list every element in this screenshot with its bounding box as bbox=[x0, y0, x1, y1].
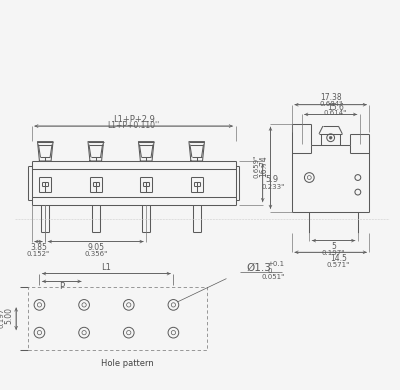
Text: L1+P+2.9: L1+P+2.9 bbox=[113, 115, 154, 124]
Text: 0.233": 0.233" bbox=[262, 184, 285, 190]
Text: 0.051": 0.051" bbox=[262, 273, 285, 280]
Text: 16.74: 16.74 bbox=[259, 155, 268, 177]
Text: 0.152": 0.152" bbox=[27, 251, 50, 257]
Text: 0.197": 0.197" bbox=[0, 304, 4, 328]
Text: +0.1: +0.1 bbox=[268, 261, 285, 267]
Text: 5.00: 5.00 bbox=[4, 307, 13, 324]
Text: P: P bbox=[59, 282, 64, 291]
Text: 9.05: 9.05 bbox=[87, 243, 104, 252]
Text: L1: L1 bbox=[102, 263, 111, 272]
Text: 17.38: 17.38 bbox=[320, 94, 342, 103]
Text: 0.684": 0.684" bbox=[319, 101, 342, 107]
Text: L1+P+0.110'': L1+P+0.110'' bbox=[108, 121, 160, 129]
Text: 15.6: 15.6 bbox=[327, 103, 344, 112]
Text: 0.571": 0.571" bbox=[327, 262, 350, 268]
Text: 0.614": 0.614" bbox=[324, 110, 347, 117]
Text: 5: 5 bbox=[331, 242, 336, 251]
Text: Ø1.3: Ø1.3 bbox=[246, 263, 271, 273]
Text: 0.356": 0.356" bbox=[84, 251, 107, 257]
Text: 5.9: 5.9 bbox=[266, 176, 279, 184]
Text: 0.659": 0.659" bbox=[254, 154, 260, 177]
Bar bbox=[28, 287, 207, 350]
Circle shape bbox=[329, 136, 332, 139]
Text: Hole pattern: Hole pattern bbox=[101, 360, 154, 369]
Text: 0.197": 0.197" bbox=[322, 250, 345, 256]
Text: 3.85: 3.85 bbox=[30, 243, 47, 252]
Text: 0: 0 bbox=[268, 268, 272, 274]
Text: 14.5: 14.5 bbox=[330, 254, 347, 262]
